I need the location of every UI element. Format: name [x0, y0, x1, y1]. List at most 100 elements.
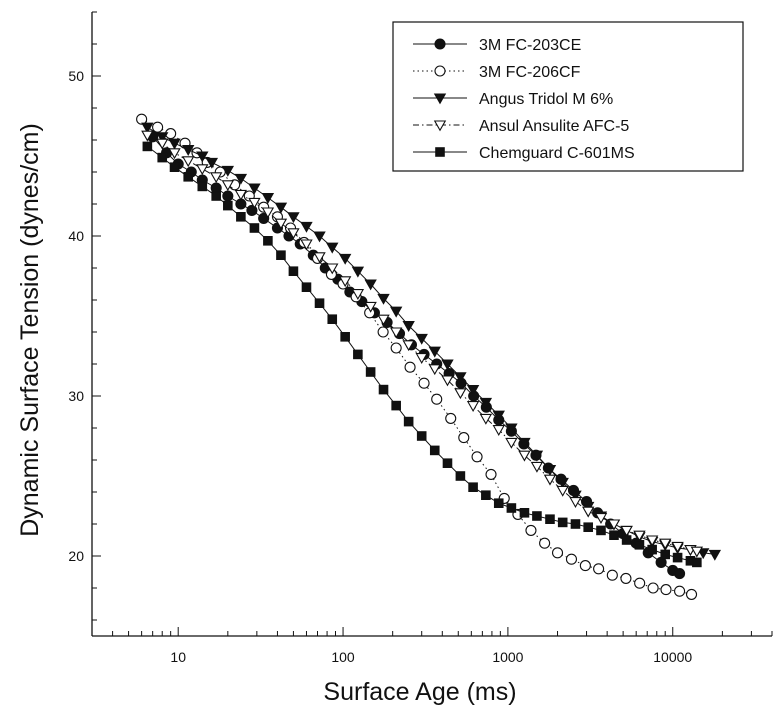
data-point: [659, 538, 672, 550]
data-point: [569, 497, 582, 508]
data-point: [471, 451, 483, 463]
legend-item: Angus Tridol M 6%: [413, 91, 613, 108]
data-point: [276, 250, 286, 260]
data-point: [261, 193, 275, 204]
data-point: [621, 535, 632, 545]
data-point: [556, 485, 569, 497]
data-point: [327, 314, 338, 325]
data-point: [674, 568, 686, 580]
data-point: [301, 282, 312, 293]
data-point: [338, 276, 352, 288]
data-point: [596, 525, 606, 536]
data-point: [660, 549, 671, 560]
data-point: [594, 513, 608, 524]
data-point: [609, 530, 619, 541]
data-point: [582, 506, 595, 518]
data-point: [156, 138, 169, 150]
data-point: [169, 162, 180, 172]
data-point: [287, 212, 300, 224]
data-point: [674, 585, 686, 597]
y-tick-label: 40: [68, 228, 84, 244]
data-point: [364, 279, 377, 291]
data-point: [441, 359, 454, 371]
data-point: [221, 165, 235, 177]
data-point: [551, 547, 564, 559]
data-point: [313, 231, 326, 243]
legend: 3M FC-203CE 3M FC-206CF Angus Tridol M 6% A…: [392, 21, 744, 172]
data-point: [234, 189, 248, 201]
data-point: [415, 333, 428, 345]
data-point: [300, 221, 313, 233]
data-point: [479, 397, 493, 409]
data-point: [690, 546, 704, 558]
data-point: [660, 584, 672, 596]
x-tick-label: 1000: [492, 649, 523, 665]
data-point: [606, 569, 618, 581]
legend-item: 3M FC-206CF: [413, 64, 581, 81]
x-tick-label: 100: [331, 649, 355, 665]
legend-box: [392, 21, 744, 172]
data-point: [454, 372, 467, 384]
data-point: [583, 522, 594, 533]
data-point: [647, 544, 657, 555]
data-point: [525, 524, 537, 536]
data-point: [236, 212, 246, 222]
x-tick-label: 10000: [653, 649, 692, 665]
data-point: [505, 423, 518, 435]
data-point: [249, 223, 260, 233]
data-point: [418, 377, 430, 389]
series-5: [142, 141, 702, 568]
data-point: [168, 138, 181, 150]
data-point: [209, 172, 223, 184]
data-point: [466, 385, 480, 396]
data-point: [389, 306, 403, 318]
data-point: [532, 511, 542, 521]
y-axis: 20 30 40 50: [68, 11, 101, 621]
data-point: [479, 413, 493, 425]
data-point: [579, 560, 591, 572]
data-point: [519, 507, 530, 518]
data-point: [141, 130, 154, 142]
data-point: [672, 552, 683, 563]
data-point: [377, 314, 390, 326]
data-point: [205, 157, 219, 169]
data-point: [543, 474, 557, 486]
data-point: [428, 364, 441, 376]
series-line: [147, 126, 715, 555]
legend-marker: [435, 147, 445, 157]
data-point: [248, 197, 261, 209]
data-point: [142, 141, 153, 152]
data-point: [391, 400, 401, 411]
data-point: [428, 346, 441, 358]
data-point: [182, 156, 195, 168]
legend-item: Chemguard C-601MS: [413, 145, 635, 162]
data-point: [634, 577, 646, 589]
data-point: [442, 458, 453, 469]
data-point: [378, 384, 389, 395]
data-point: [197, 181, 208, 192]
data-point: [314, 298, 325, 309]
data-point: [607, 519, 621, 531]
data-point: [468, 482, 478, 493]
data-point: [221, 180, 235, 192]
data-point: [518, 450, 531, 462]
data-point: [222, 190, 234, 202]
data-point: [429, 445, 440, 456]
data-point: [156, 132, 169, 144]
data-point: [620, 572, 632, 584]
data-point: [557, 517, 568, 528]
data-point: [261, 207, 275, 219]
data-point: [183, 172, 194, 182]
legend-label: 3M FC-203CE: [479, 37, 581, 54]
data-point: [530, 450, 544, 462]
data-point: [539, 537, 551, 549]
y-tick-label: 20: [68, 548, 84, 564]
data-point: [530, 461, 544, 473]
data-point: [248, 183, 261, 195]
data-point: [402, 321, 415, 332]
data-point: [234, 173, 248, 185]
data-point: [340, 331, 350, 342]
data-point: [402, 340, 415, 352]
data-point: [287, 228, 300, 240]
data-point: [708, 549, 722, 561]
